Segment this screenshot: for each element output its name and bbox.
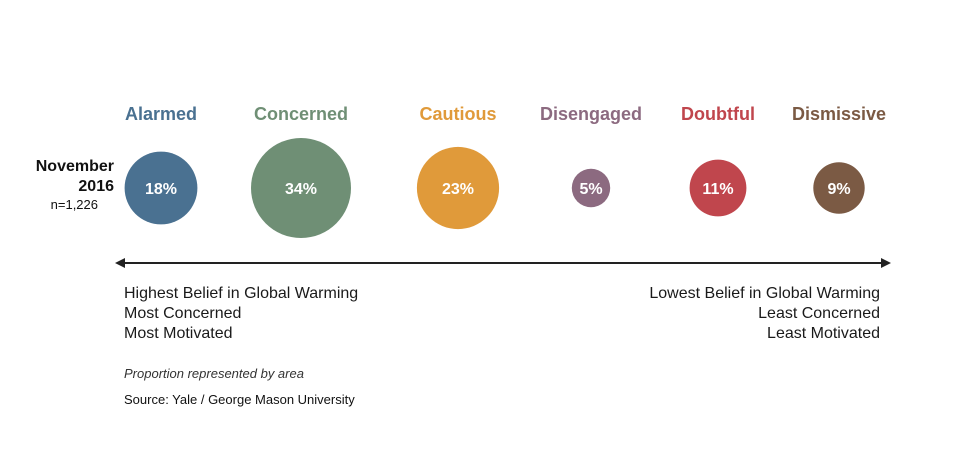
category-label-doubtful: Doubtful — [681, 104, 755, 124]
row-label: November 2016 n=1,226 — [8, 157, 114, 213]
axis-left-line: Most Motivated — [124, 325, 233, 342]
bubble-value-cautious: 23% — [442, 181, 474, 198]
bubble-alarmed — [124, 151, 198, 225]
category-label-cautious: Cautious — [419, 104, 496, 124]
bubble-concerned — [251, 138, 351, 238]
category-label-disengaged: Disengaged — [540, 104, 642, 124]
axis-left-line: Most Concerned — [124, 305, 242, 322]
bubble-doubtful — [689, 159, 747, 217]
category-label-dismissive: Dismissive — [792, 104, 886, 124]
axis-left-description: Highest Belief in Global Warming Most Co… — [124, 284, 358, 344]
bubble-value-dismissive: 9% — [827, 181, 850, 198]
axis-left-line: Highest Belief in Global Warming — [124, 285, 359, 302]
row-label-sample-size: n=1,226 — [50, 197, 98, 212]
axis-right-description: Lowest Belief in Global Warming Least Co… — [649, 284, 880, 344]
source-note: Source: Yale / George Mason University — [124, 392, 355, 407]
bubble-value-disengaged: 5% — [579, 181, 602, 198]
category-label-alarmed: Alarmed — [125, 104, 197, 124]
bubble-disengaged — [571, 168, 611, 208]
row-label-year: 2016 — [78, 178, 114, 195]
bubbles: 18% 34% 23% 5% 11% 9% — [124, 138, 865, 238]
bubble-dismissive — [813, 162, 865, 214]
axis-right-line: Least Motivated — [767, 325, 880, 342]
bubble-value-doubtful: 11% — [702, 181, 733, 198]
category-labels: Alarmed Concerned Cautious Disengaged Doubtf… — [125, 104, 886, 124]
bubble-value-concerned: 34% — [285, 181, 317, 198]
area-note: Proportion represented by area — [124, 366, 304, 381]
bubble-value-alarmed: 18% — [145, 181, 177, 198]
category-label-concerned: Concerned — [254, 104, 348, 124]
row-label-month: November — [35, 158, 114, 175]
axis-right-line: Least Concerned — [758, 305, 880, 322]
axis-right-line: Lowest Belief in Global Warming — [649, 285, 880, 302]
bubble-cautious — [416, 146, 500, 230]
